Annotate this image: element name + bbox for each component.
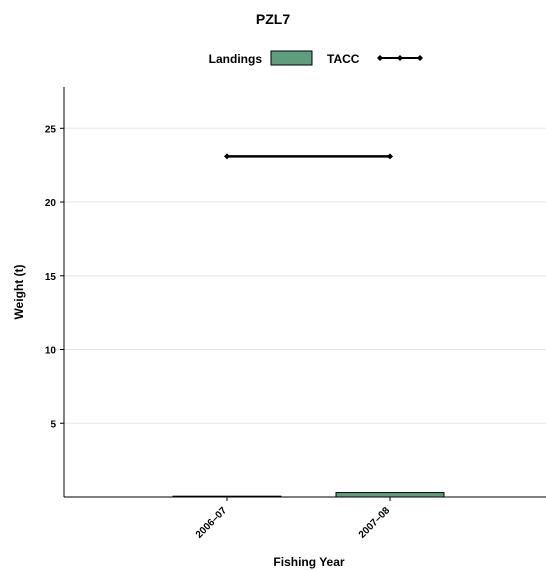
y-tick-label: 15 bbox=[45, 272, 57, 283]
y-tick-label: 10 bbox=[45, 346, 57, 357]
y-axis-ticks: 5 10 15 20 25 bbox=[45, 124, 64, 430]
tacc-point bbox=[224, 153, 230, 160]
y-tick-label: 5 bbox=[50, 419, 56, 430]
x-tick-label: 2007–08 bbox=[357, 505, 393, 541]
legend-tacc-marker bbox=[417, 55, 423, 61]
x-axis-ticks: 2006–07 2007–08 bbox=[194, 497, 393, 541]
chart-title: PZL7 bbox=[256, 11, 290, 27]
x-axis-label: Fishing Year bbox=[273, 555, 344, 569]
y-tick-label: 20 bbox=[45, 198, 57, 209]
y-tick-label: 25 bbox=[45, 124, 57, 135]
landings-bar bbox=[172, 495, 282, 498]
landings-bar bbox=[335, 492, 445, 498]
gridlines bbox=[64, 127, 546, 424]
legend-label-landings: Landings bbox=[209, 52, 263, 66]
legend: Landings TACC bbox=[209, 50, 423, 66]
landings-bars bbox=[172, 492, 445, 498]
legend-label-tacc: TACC bbox=[327, 52, 360, 66]
legend-swatch-tacc bbox=[377, 55, 423, 61]
legend-tacc-marker bbox=[397, 55, 403, 61]
x-tick-label: 2006–07 bbox=[194, 505, 230, 541]
legend-swatch-landings bbox=[270, 50, 313, 66]
y-axis-label: Weight (t) bbox=[12, 264, 26, 319]
tacc-point bbox=[387, 153, 393, 160]
tacc-series bbox=[224, 153, 393, 160]
legend-tacc-marker bbox=[377, 55, 383, 61]
